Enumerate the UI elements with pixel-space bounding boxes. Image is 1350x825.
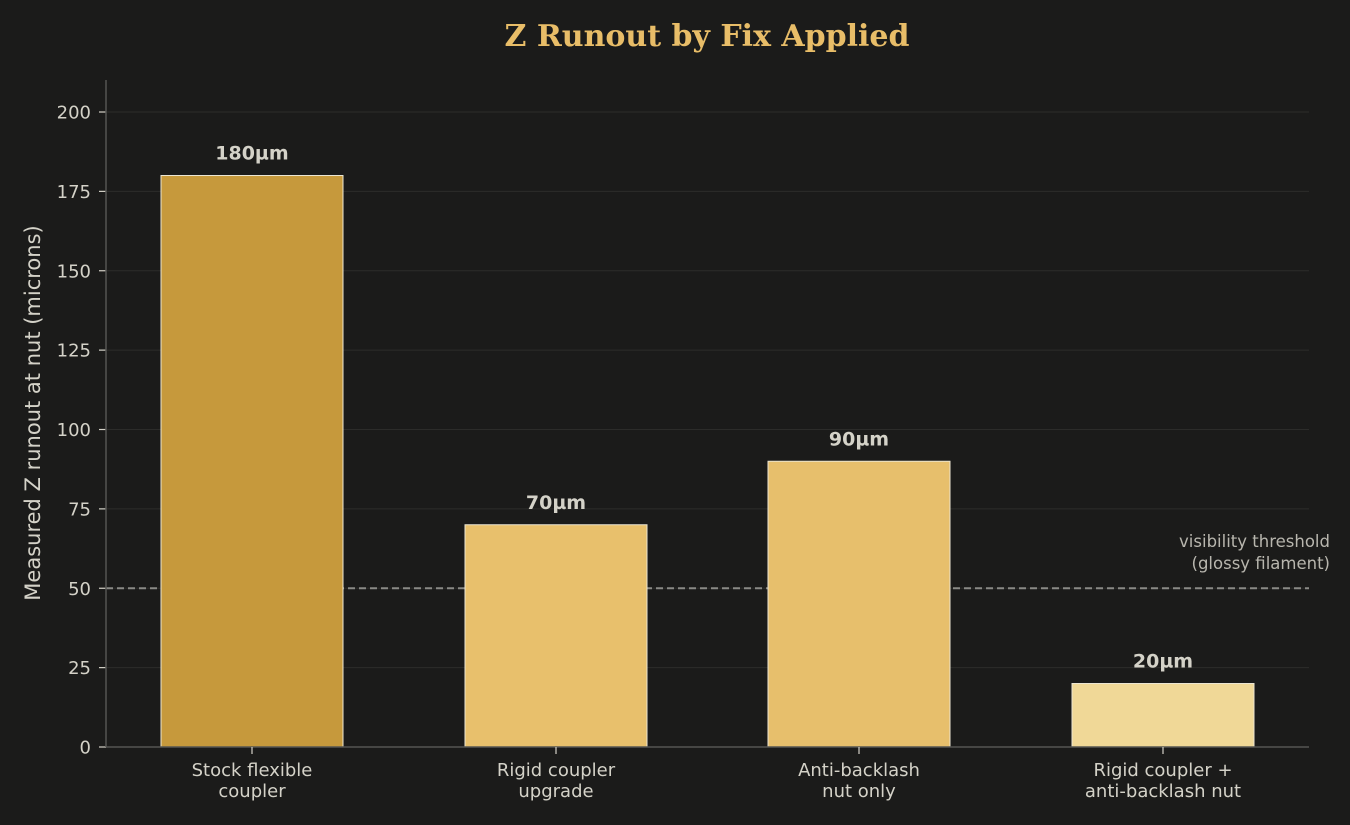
- category-label-1-line-1: Stock flexible: [192, 760, 313, 781]
- y-tick-label-125: 125: [57, 341, 91, 362]
- category-label-4-line-2: anti-backlash nut: [1085, 781, 1241, 802]
- category-label-2-line-1: Rigid coupler: [497, 760, 616, 781]
- y-tick-label-0: 0: [80, 738, 91, 759]
- category-label-4-line-1: Rigid coupler +: [1093, 760, 1232, 781]
- category-label-2-line-2: upgrade: [518, 781, 593, 802]
- y-tick-label-25: 25: [68, 658, 91, 679]
- value-label-1: 180µm: [215, 143, 288, 165]
- y-axis-title: Measured Z runout at nut (microns): [21, 225, 45, 600]
- bar-1: [160, 175, 344, 748]
- category-label-3-line-2: nut only: [822, 781, 896, 802]
- bar-4: [1071, 683, 1255, 748]
- threshold-label-line-2: (glossy filament): [1192, 554, 1330, 573]
- y-tick-label-200: 200: [57, 103, 91, 124]
- y-tick-label-100: 100: [57, 420, 91, 441]
- bars: [160, 175, 1255, 748]
- category-label-3-line-1: Anti-backlash: [798, 760, 920, 781]
- chart-title: Z Runout by Fix Applied: [505, 19, 910, 54]
- bar-2: [464, 524, 648, 748]
- axes: 0 25 50 75 100 125 150 175 200: [57, 80, 1309, 759]
- threshold-label-line-1: visibility threshold: [1179, 532, 1330, 551]
- y-tick-label-50: 50: [68, 579, 91, 600]
- category-label-1-line-2: coupler: [218, 781, 286, 802]
- value-label-2: 70µm: [526, 492, 586, 514]
- y-tick-label-175: 175: [57, 182, 91, 203]
- value-label-4: 20µm: [1133, 651, 1193, 673]
- y-tick-label-75: 75: [68, 499, 91, 520]
- value-label-3: 90µm: [829, 428, 889, 450]
- bar-3: [767, 460, 951, 748]
- y-tick-label-150: 150: [57, 261, 91, 282]
